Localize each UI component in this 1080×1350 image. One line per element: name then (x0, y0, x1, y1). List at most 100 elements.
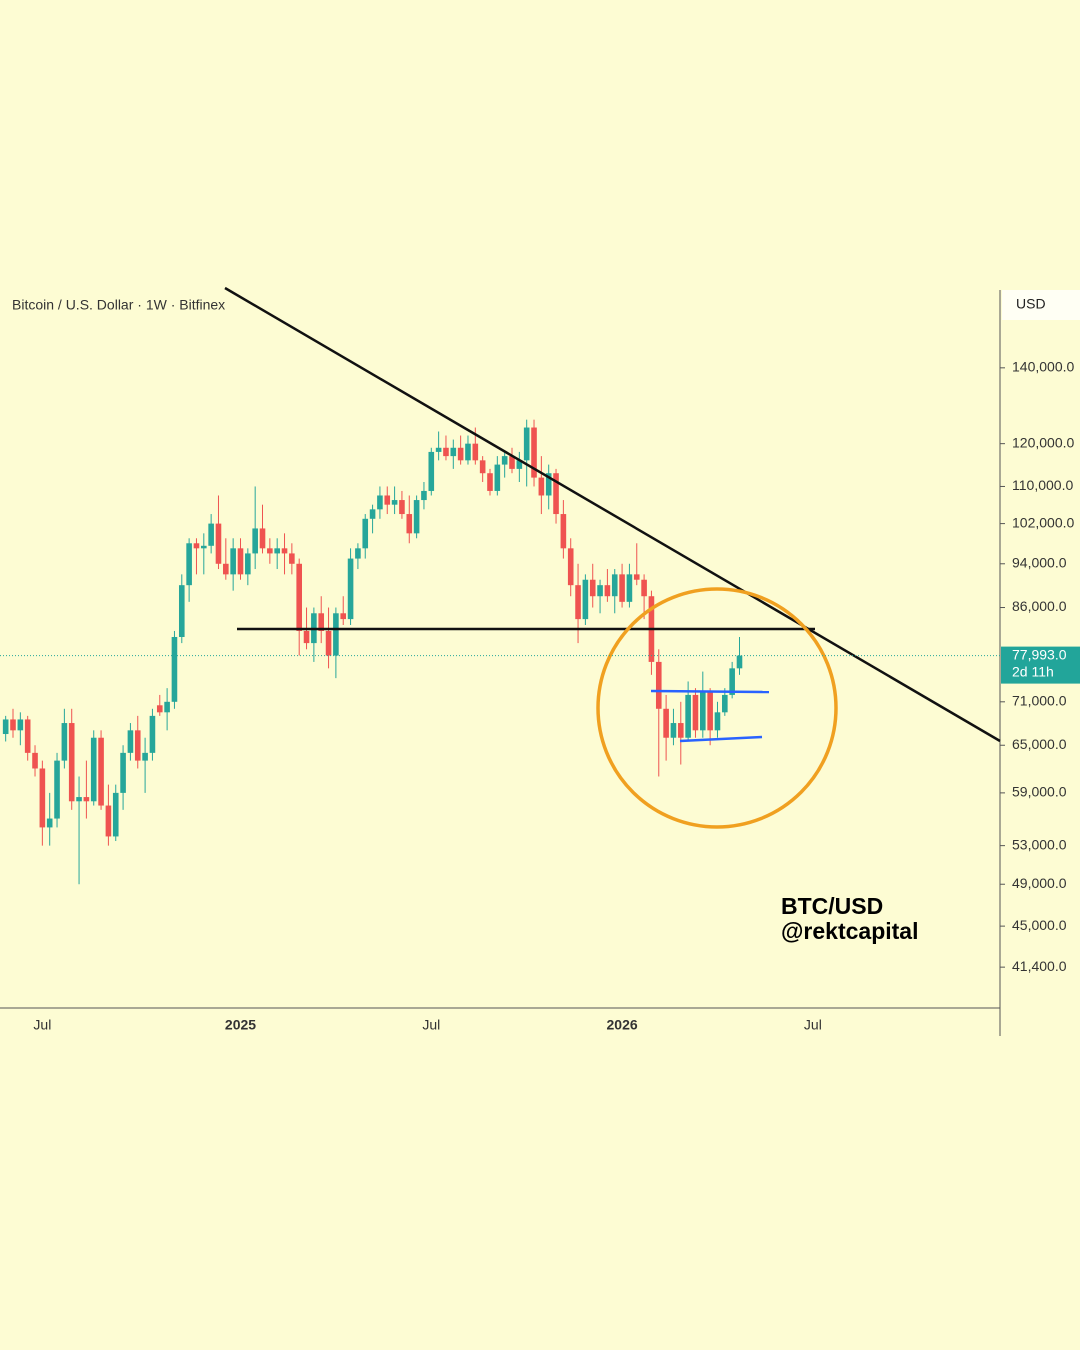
highlight-circle (596, 587, 838, 829)
y-tick-label: 94,000.0 (1012, 554, 1067, 570)
candle-body (626, 574, 633, 602)
range-top (650, 689, 770, 694)
candle-body (663, 708, 669, 738)
candle-body (421, 490, 427, 501)
candle-body (589, 579, 596, 597)
candle-body (134, 730, 141, 761)
candle-body (105, 805, 112, 837)
candle-body (472, 443, 479, 461)
y-tick-label: 110,000.0 (1012, 477, 1073, 493)
candle-body (76, 797, 82, 802)
chart-title: Bitcoin / U.S. Dollar · 1W · Bitfinex (12, 297, 225, 313)
x-tick-label: Jul (33, 1017, 51, 1033)
candle-body (171, 636, 178, 702)
candle-body (32, 752, 38, 769)
candle-body (347, 558, 354, 620)
candle-body (252, 528, 258, 554)
y-tick-label: 59,000.0 (1012, 784, 1067, 800)
candle-body (677, 723, 684, 738)
candle-body (487, 473, 493, 491)
x-tick-label: 2026 (607, 1017, 638, 1033)
candle-body (10, 719, 16, 731)
candle-body (127, 730, 134, 753)
candle-body (501, 456, 508, 465)
trendline (224, 286, 1001, 743)
candle-body (494, 464, 501, 491)
candle-body (531, 427, 537, 478)
candle-body (435, 447, 442, 452)
candle-body (68, 723, 75, 802)
candle-body (120, 752, 126, 793)
candle-body (274, 548, 280, 554)
candle-body (355, 548, 361, 559)
candle-body (611, 574, 618, 597)
candle-body (237, 548, 244, 575)
candle-body (193, 543, 200, 549)
y-tick-label: 86,000.0 (1012, 598, 1067, 614)
candle-body (692, 694, 699, 731)
candle-body (369, 509, 376, 519)
candle-body (178, 585, 185, 637)
candle-body (707, 691, 713, 731)
candle-body (619, 574, 625, 602)
candle-body (641, 579, 647, 597)
candle-body (289, 553, 295, 564)
x-tick-label: 2025 (225, 1017, 256, 1033)
candle-body (186, 543, 192, 586)
candle-body (90, 737, 97, 802)
currency-box (1002, 290, 1080, 320)
candle-body (333, 613, 339, 656)
y-tick-label: 65,000.0 (1012, 736, 1067, 752)
candle-body (538, 477, 545, 496)
last-price-badge (1001, 646, 1080, 684)
last-price-label: 77,993.0 (1012, 646, 1067, 662)
candle-body (399, 500, 405, 515)
candle-body (413, 500, 420, 534)
candle-body (428, 451, 435, 491)
candle-body (700, 691, 706, 731)
candle-body (443, 447, 449, 457)
candle-body (655, 661, 662, 709)
candle-body (230, 548, 236, 575)
candle-body (597, 585, 603, 597)
candle-body (729, 668, 735, 695)
y-tick-label: 140,000.0 (1012, 359, 1074, 375)
candle-body (553, 473, 559, 515)
y-tick-label: 49,000.0 (1012, 875, 1067, 891)
candle-body (281, 548, 288, 554)
y-tick-label: 53,000.0 (1012, 836, 1067, 852)
watermark: @rektcapital (781, 918, 918, 944)
candle-body (142, 752, 148, 761)
candle-body (208, 523, 214, 546)
candle-body (83, 797, 90, 802)
candle-body (670, 723, 677, 738)
candle-body (582, 579, 589, 620)
x-tick-label: Jul (422, 1017, 440, 1033)
candle-body (450, 447, 457, 457)
candle-body (391, 500, 398, 505)
candle-body (384, 495, 391, 505)
candle-body (223, 563, 229, 575)
range-bottom (679, 735, 763, 743)
y-tick-label: 120,000.0 (1012, 434, 1074, 450)
y-tick-label: 45,000.0 (1012, 917, 1067, 933)
candle-body (457, 447, 464, 461)
candle-body (17, 719, 24, 731)
candle-body (736, 655, 743, 669)
candle-body (164, 701, 170, 713)
candle-body (377, 495, 383, 510)
candle-body (267, 548, 273, 554)
candle-body (479, 460, 486, 474)
candle-body (318, 613, 325, 631)
candle-body (325, 630, 332, 656)
y-tick-label: 102,000.0 (1012, 514, 1074, 530)
candle-body (303, 630, 310, 644)
candle-body (61, 723, 68, 761)
candle-body (156, 705, 163, 713)
candle-body (296, 563, 302, 631)
candle-body (516, 460, 523, 469)
candle-body (509, 456, 515, 469)
